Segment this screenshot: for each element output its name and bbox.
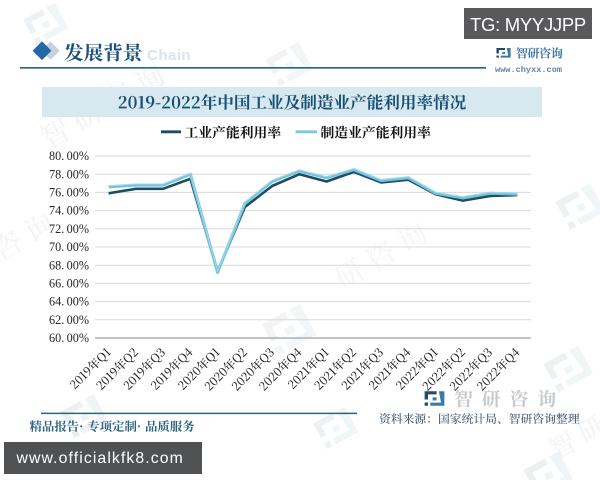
svg-text:74.00%: 74. 00% <box>49 204 89 218</box>
svg-text:62.00%: 62. 00% <box>49 313 89 327</box>
svg-text:70.00%: 70. 00% <box>49 240 89 254</box>
svg-text:66.00%: 66. 00% <box>49 277 89 291</box>
svg-text:78.00%: 78. 00% <box>49 167 89 181</box>
svg-text:80.00%: 80. 00% <box>49 149 89 163</box>
svg-text:64.00%: 64. 00% <box>49 295 89 309</box>
svg-text:68.00%: 68. 00% <box>49 258 89 272</box>
svg-text:Chain: Chain <box>147 47 191 64</box>
svg-text:www.officialkfk8.com: www.officialkfk8.com <box>16 450 184 467</box>
svg-text:60.00%: 60. 00% <box>49 331 89 345</box>
svg-text:TG: MYYJJPP: TG: MYYJJPP <box>470 14 586 35</box>
svg-text:www.chyxx.com: www.chyxx.com <box>495 65 562 75</box>
svg-text:72.00%: 72. 00% <box>49 222 89 236</box>
svg-text:76.00%: 76. 00% <box>49 186 89 200</box>
